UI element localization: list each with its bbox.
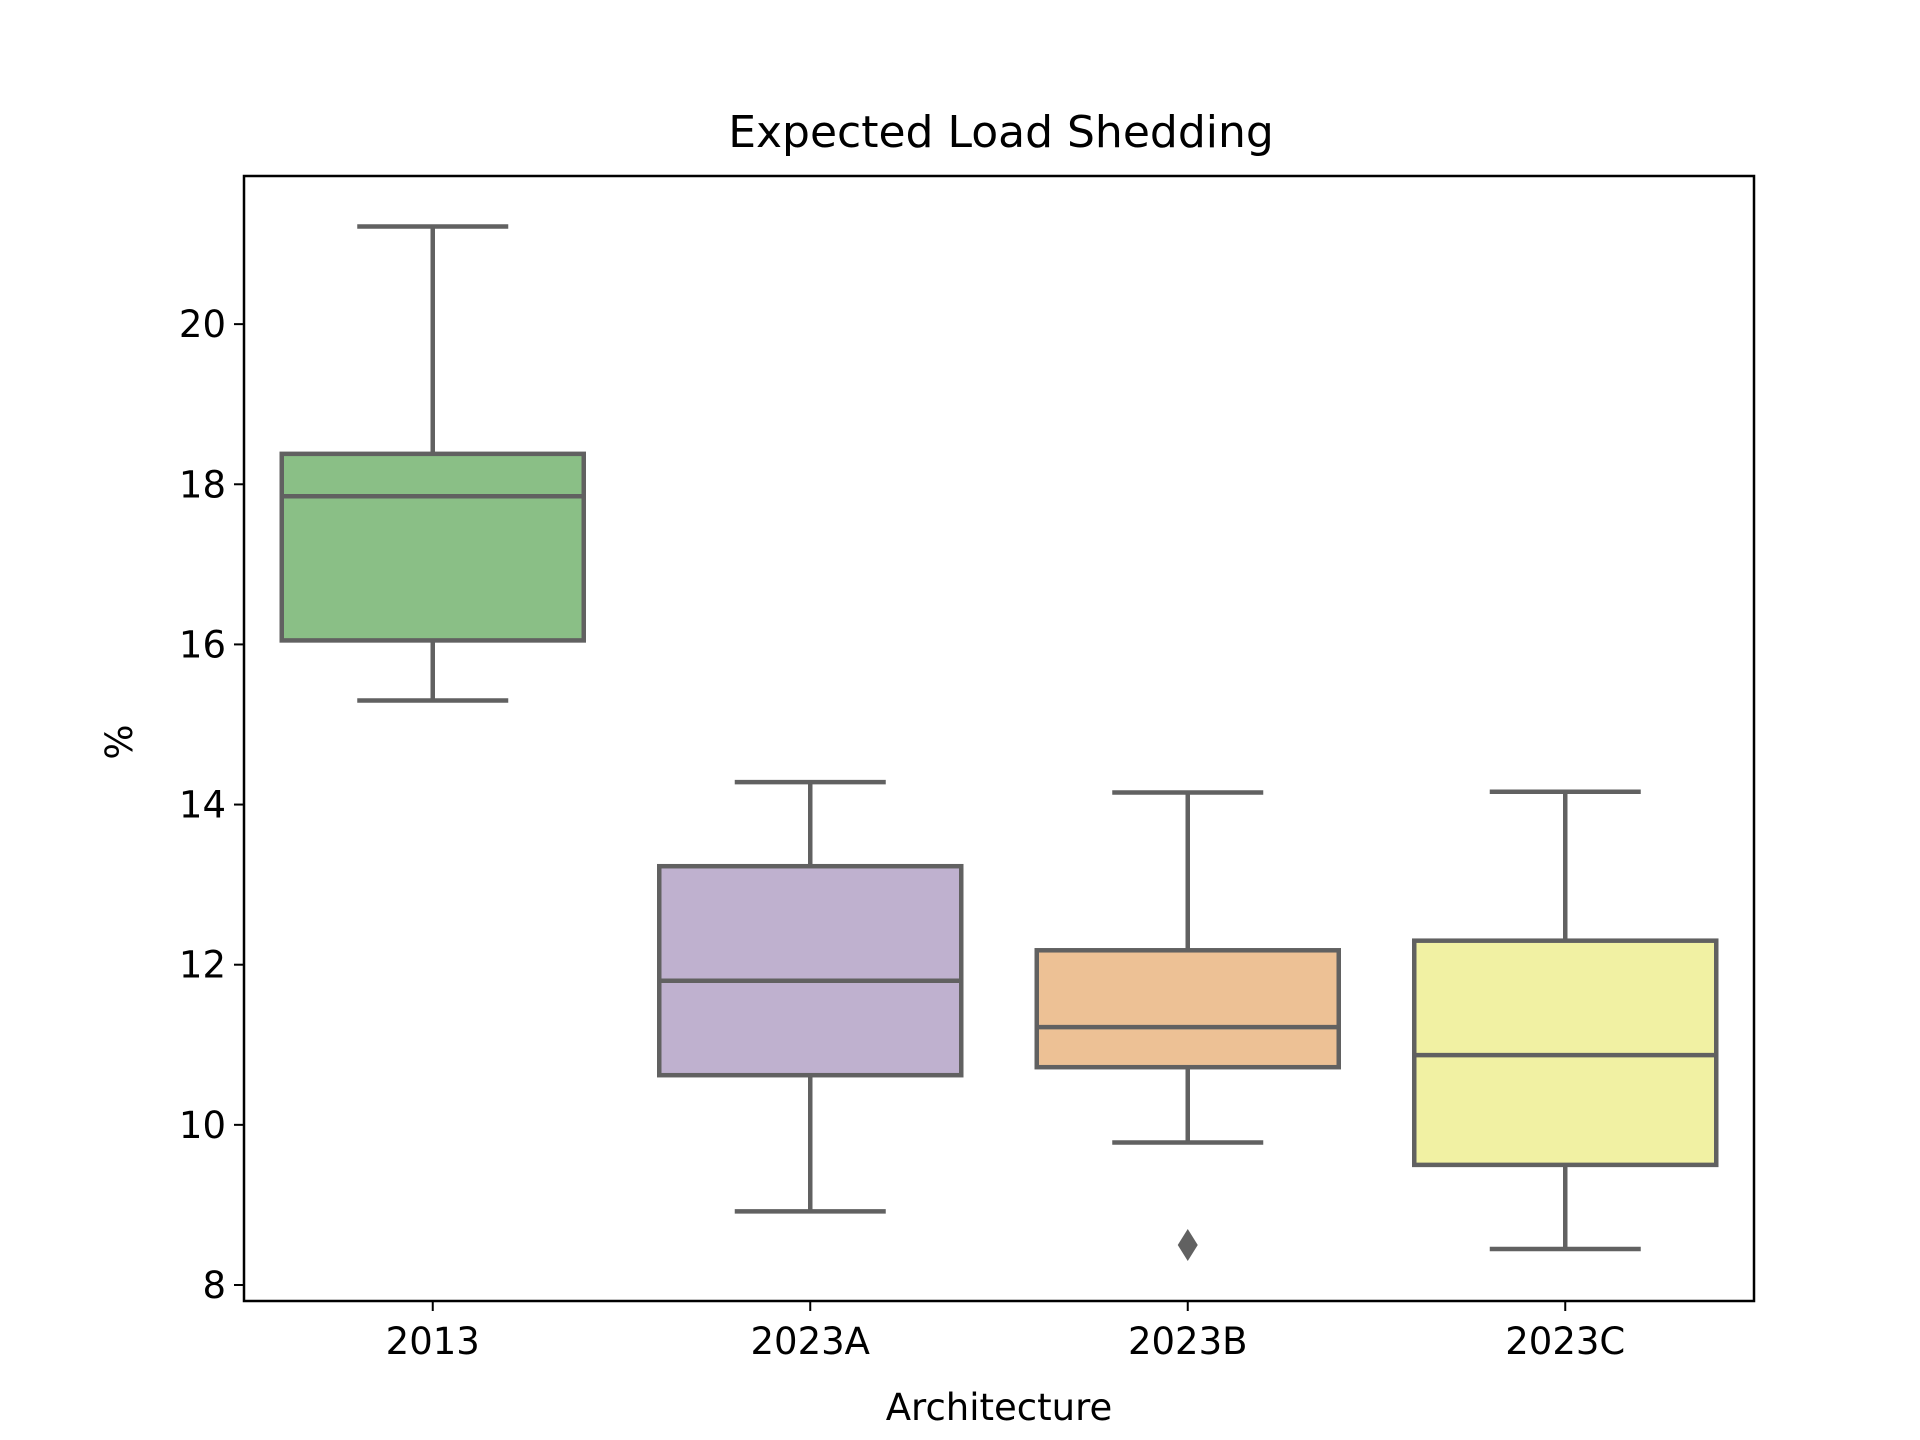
box-group-2013 (279, 224, 586, 703)
y-tick-label: 10 (179, 1104, 226, 1147)
plot-area-frame (242, 174, 1756, 1303)
box-group-2023A (657, 779, 964, 1214)
y-tick-label: 8 (202, 1264, 226, 1307)
y-tick-label: 18 (179, 463, 226, 506)
x-axis: 2013 2023A 2023B 2023C (386, 1301, 1625, 1363)
boxes-layer (279, 224, 1719, 1261)
x-tick-label: 2013 (386, 1320, 480, 1363)
box-group-2023B (1034, 790, 1341, 1261)
y-axis-label: % (98, 724, 141, 759)
box-iqr (657, 863, 964, 1078)
box-iqr (1034, 948, 1341, 1070)
y-tick-label: 12 (179, 944, 226, 987)
y-tick-label: 20 (179, 303, 226, 346)
x-axis-label: Architecture (886, 1386, 1113, 1429)
x-tick-label: 2023C (1505, 1320, 1625, 1363)
chart-title: Expected Load Shedding (728, 107, 1274, 158)
outlier-point (1177, 1228, 1198, 1261)
y-tick-label: 16 (179, 623, 226, 666)
x-tick-label: 2023B (1128, 1320, 1248, 1363)
y-axis: 8 10 12 14 16 18 20 (179, 303, 244, 1307)
box-group-2023C (1412, 789, 1719, 1252)
box-iqr (1412, 938, 1719, 1168)
box-iqr (279, 451, 586, 643)
y-tick-label: 14 (179, 784, 226, 827)
x-tick-label: 2023A (751, 1320, 870, 1363)
